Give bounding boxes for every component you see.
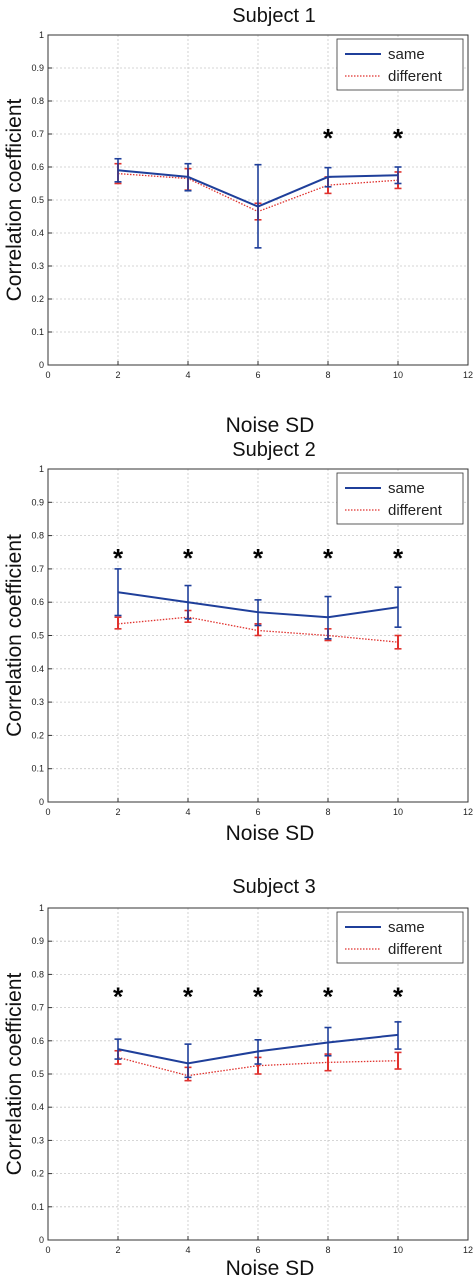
y-tick-label: 0.7 [31,564,44,574]
x-tick-label: 10 [393,1245,403,1255]
chart-title: Subject 2 [232,439,315,461]
legend-label-same: same [388,46,425,63]
legend-label-same: same [388,919,425,936]
y-tick-label: 0.9 [31,63,44,73]
chart-panel-3: 0 2 4 6 8 10 12 0 0.1 0.2 0.3 0.4 0.5 0.6 0.7 0.8 0.9 1 Su… [3,876,473,1277]
legend-box [336,38,464,91]
x-tick-label: 10 [393,807,403,817]
significance-star: * [183,543,194,573]
y-tick-label: 0.5 [31,1069,44,1079]
y-tick-label: 0.2 [31,730,44,740]
y-tick-label: 0 [39,797,44,807]
y-axis-label: Correlation coefficient [3,972,26,1175]
x-tick-label: 12 [463,1245,473,1255]
y-tick-label: 0.8 [31,96,44,106]
legend-label-different: different [388,941,443,958]
y-tick-label: 0.5 [31,195,44,205]
significance-star: * [323,982,334,1012]
x-axis-label: Noise SD [226,822,315,845]
significance-star: * [393,982,404,1012]
y-tick-label: 1 [39,903,44,913]
significance-star: * [393,543,404,573]
y-tick-label: 0.9 [31,497,44,507]
chart-title: Subject 1 [232,5,315,27]
y-tick-label: 0.1 [31,1202,44,1212]
x-tick-label: 6 [255,807,260,817]
y-tick-label: 0.2 [31,1169,44,1179]
significance-star: * [253,543,264,573]
series-line-different [117,1056,399,1077]
y-tick-label: 0.5 [31,631,44,641]
x-tick-label: 2 [115,807,120,817]
x-tick-label: 6 [255,370,260,380]
y-tick-label: 0.7 [31,1003,44,1013]
x-tick-label: 0 [45,370,50,380]
x-tick-label: 4 [185,1245,190,1255]
significance-star: * [323,543,334,573]
x-axis-label: Noise SD [226,1257,315,1277]
x-tick-label: 8 [325,807,330,817]
y-tick-label: 0 [39,1235,44,1245]
legend-box [336,911,464,964]
chart-panel-1: 0 2 4 6 8 10 12 0 0.1 0.2 0.3 0.4 0.5 0.6 0.7 0.8 0.9 1 Su… [3,5,473,437]
y-tick-label: 0.3 [31,697,44,707]
legend-label-same: same [388,480,425,497]
significance-star: * [113,982,124,1012]
legend-label-different: different [388,502,443,519]
y-tick-label: 1 [39,464,44,474]
x-tick-label: 8 [325,370,330,380]
x-tick-label: 0 [45,1245,50,1255]
y-tick-label: 0.8 [31,531,44,541]
y-tick-label: 0.6 [31,597,44,607]
significance-star: * [393,123,404,153]
y-tick-label: 0.6 [31,1036,44,1046]
x-tick-label: 10 [393,370,403,380]
y-tick-label: 0.4 [31,1102,44,1112]
x-tick-label: 2 [115,1245,120,1255]
x-tick-label: 12 [463,807,473,817]
significance-star: * [113,543,124,573]
x-tick-label: 0 [45,807,50,817]
chart-title: Subject 3 [232,876,315,898]
y-tick-label: 0.3 [31,261,44,271]
x-axis-label: Noise SD [226,414,315,437]
significance-star: * [183,982,194,1012]
y-axis-label: Correlation coefficient [3,534,26,737]
y-tick-label: 0.1 [31,327,44,337]
x-tick-label: 4 [185,807,190,817]
x-tick-label: 4 [185,370,190,380]
y-tick-label: 0.8 [31,969,44,979]
x-tick-label: 6 [255,1245,260,1255]
y-tick-label: 0.4 [31,228,44,238]
x-tick-label: 12 [463,370,473,380]
y-tick-label: 0.7 [31,129,44,139]
y-tick-label: 0.1 [31,764,44,774]
x-tick-label: 2 [115,370,120,380]
significance-star: * [323,123,334,153]
y-tick-label: 0.3 [31,1135,44,1145]
chart-panel-2: 0 2 4 6 8 10 12 0 0.1 0.2 0.3 0.4 0.5 0.6 0.7 0.8 0.9 1 Su… [3,439,473,845]
legend-box [336,472,464,525]
y-tick-label: 0.6 [31,162,44,172]
y-tick-label: 0 [39,360,44,370]
y-tick-label: 0.2 [31,294,44,304]
y-axis-label: Correlation coefficient [3,98,26,301]
x-tick-label: 8 [325,1245,330,1255]
legend-label-different: different [388,68,443,85]
y-tick-label: 0.9 [31,936,44,946]
y-tick-label: 1 [39,30,44,40]
y-tick-label: 0.4 [31,664,44,674]
significance-star: * [253,982,264,1012]
